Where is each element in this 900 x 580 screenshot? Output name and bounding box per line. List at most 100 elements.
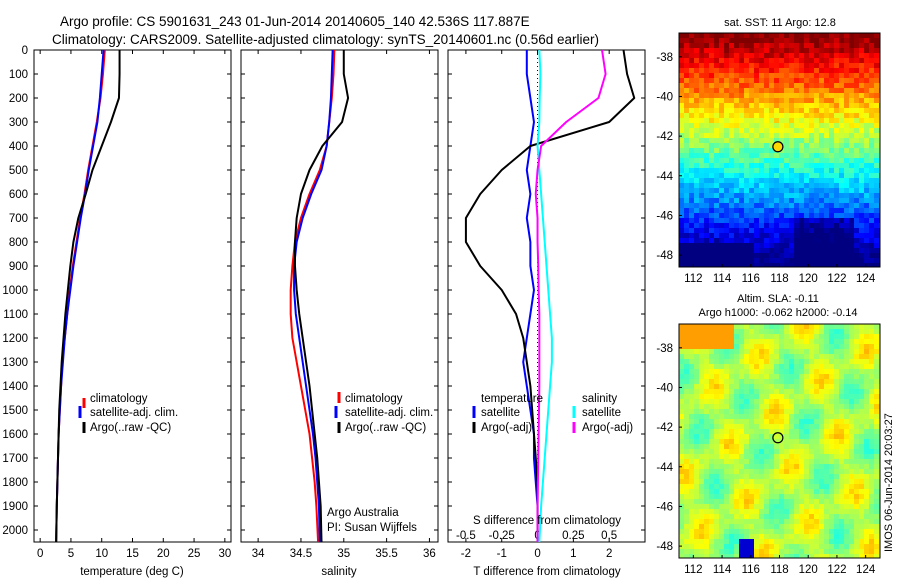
map-cell [684,168,690,174]
map-cell [874,188,880,194]
map-cell [854,399,860,405]
map-cell [729,554,735,558]
map-cell [774,98,780,104]
map-cell [744,198,750,204]
map-cell [804,238,810,244]
map-cell [774,534,780,540]
map-cell [834,409,840,415]
map-cell [769,238,775,244]
map-cell [864,213,870,219]
map-cell [744,53,750,59]
map-cell [729,238,735,244]
map-cell [704,113,710,119]
map-cell [694,68,700,74]
map-cell [724,58,730,64]
map-cell [814,118,820,124]
map-cell [859,108,865,114]
map-cell [799,128,805,134]
map-cell [829,63,835,69]
map-cell [794,33,800,39]
map-cell [859,424,865,430]
map-cell [859,349,865,355]
map-cell [834,63,840,69]
map-cell [704,404,710,410]
map-cell [854,414,860,420]
map-cell [739,424,745,430]
map-cell [714,88,720,94]
map-cell [814,223,820,229]
map-cell [739,324,745,330]
map-cell [709,63,715,69]
map-cell [844,324,850,330]
map-cell [794,163,800,169]
map-cell [719,499,725,505]
map-cell [759,118,765,124]
map-cell [729,63,735,69]
map-cell [824,163,830,169]
map-cell [749,554,755,558]
map-cell [844,183,850,189]
map-cell [799,339,805,345]
map-cell [699,454,705,460]
map-cell [844,193,850,199]
map-cell [844,218,850,224]
map-cell [824,208,830,214]
map-cell [839,534,845,540]
map-cell [784,263,790,267]
map-cell [734,499,740,505]
map-cell [724,133,730,139]
map-cell [764,434,770,440]
map-cell [704,544,710,550]
map-cell [824,504,830,510]
map-cell [744,43,750,49]
map-cell [809,243,815,249]
map-cell [709,153,715,159]
map-cell [839,83,845,89]
map-cell [849,118,855,124]
map-cell [859,33,865,39]
map-cell [784,83,790,89]
map-cell [694,549,700,555]
map-cell [804,153,810,159]
map-cell [784,78,790,84]
map-cell [849,228,855,234]
map-cell [804,539,810,545]
map-cell [814,228,820,234]
map-cell [699,349,705,355]
map-cell [799,108,805,114]
map-cell [849,549,855,555]
map-cell [699,389,705,395]
map-cell [774,138,780,144]
map-cell [839,63,845,69]
map-cell [689,364,695,370]
map-cell [804,454,810,460]
map-cell [744,444,750,450]
map-cell [819,344,825,350]
map-cell [779,324,785,330]
map-cell [694,183,700,189]
map-cell [799,138,805,144]
temperature-legend: climatology satellite-adj. clim. Argo(..… [78,393,178,434]
map-cell [764,419,770,425]
map-y-tick-label: -44 [656,171,673,183]
map-cell [864,419,870,425]
map-cell [749,58,755,64]
map-cell [869,509,875,515]
map-cell [694,158,700,164]
map-cell [839,364,845,370]
map-cell [849,424,855,430]
map-cell [824,519,830,525]
map-cell [759,424,765,430]
map-cell [689,223,695,229]
map-cell [844,188,850,194]
map-cell [709,329,715,335]
map-cell [729,178,735,184]
map-cell [774,374,780,380]
map-cell [814,549,820,555]
map-cell [704,359,710,365]
map-cell [794,188,800,194]
map-cell [779,444,785,450]
map-cell [759,108,765,114]
map-cell [694,389,700,395]
map-cell [874,203,880,209]
